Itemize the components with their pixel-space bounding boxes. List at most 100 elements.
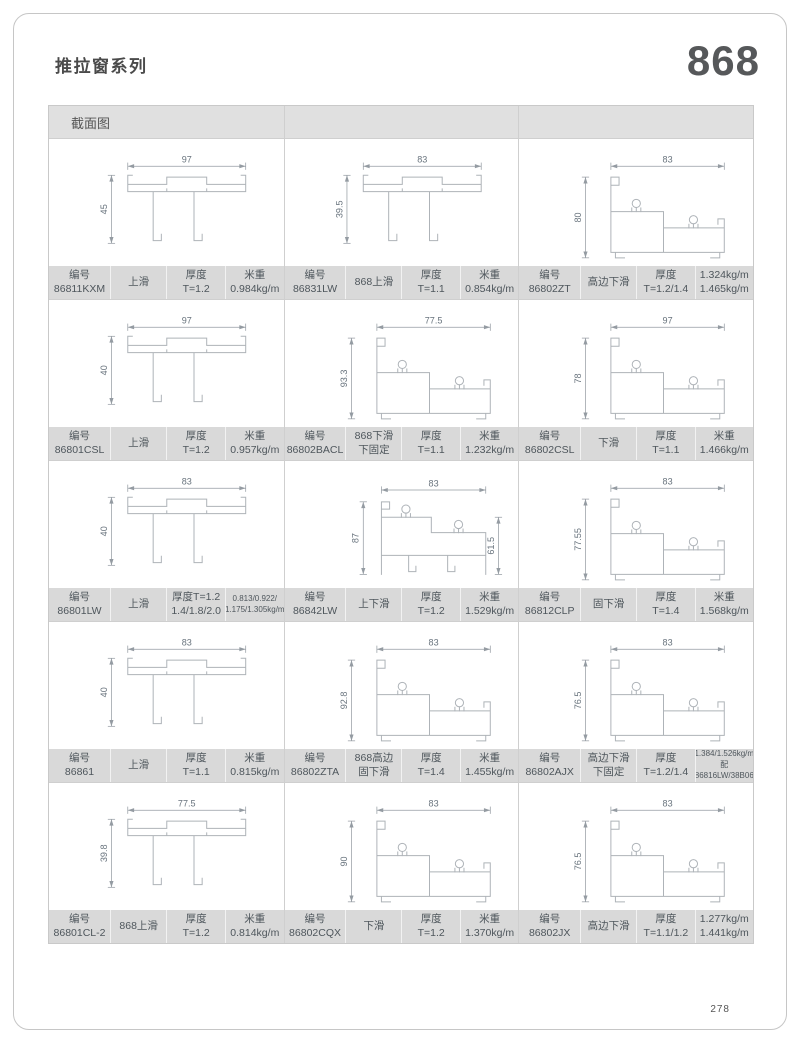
profile-cell: 83 90 编号 86802CQX 下滑 厚度 T=1.2 米重 1.370kg/m [283,782,519,943]
profile-weight-cell: 米重 0.854kg/m [459,266,518,299]
profile-info-row: 编号 86802CSL 下滑 厚度 T=1.1 米重 1.466kg/m [519,427,753,460]
svg-text:83: 83 [417,155,427,165]
profile-type-cell: 上滑 [110,749,166,782]
svg-text:77.55: 77.55 [573,528,583,551]
profile-code-cell: 编号 86802ZTA [290,751,340,778]
profile-diagram: 77.5 93.3 [284,300,519,427]
profile-type-cell: 868上滑 [110,910,166,943]
svg-text:61.5: 61.5 [486,537,496,555]
profile-info-row: 编号 86802JX 高边下滑 厚度 T=1.1/1.2 1.277kg/m 1.44… [519,910,753,943]
profile-diagram: 83 87 61.5 [284,461,519,588]
profile-cell: 83 40 编号 86801LW 上滑 厚度T=1.2 1.4/1.8/2.0 0.8… [49,460,284,621]
profile-type-cell: 下滑 [580,427,636,460]
profile-code-cell: 编号 86812CLP [524,590,575,617]
profile-type-cell: 上滑 [110,588,166,621]
profile-diagram: 83 90 [284,783,519,910]
profile-thickness-cell: 厚度 T=1.2/1.4 [636,749,694,782]
profile-weight-cell: 1.324kg/m 1.465kg/m [694,266,753,299]
header-cell-empty [518,106,753,138]
profile-info-row: 编号 86812CLP 固下滑 厚度 T=1.4 米重 1.568kg/m [519,588,753,621]
profile-diagram: 83 40 [49,622,284,749]
svg-text:40: 40 [99,526,109,536]
profile-diagram: 77.5 39.8 [49,783,284,910]
profile-cell: 77.5 93.3 编号 86802BACL 868下滑 下固定 厚度 T=1.1 米重… [283,299,519,460]
profile-code-cell: 编号 86802CQX [289,912,341,939]
svg-text:93.3: 93.3 [339,370,349,388]
profile-cell: 83 39.5 编号 86831LW 868上滑 厚度 T=1.1 米重 0.854kg… [283,138,519,299]
svg-text:90: 90 [339,856,349,866]
profile-thickness-cell: 厚度 T=1.1 [166,749,225,782]
profile-code-cell: 编号 86802JX [528,912,571,939]
svg-text:40: 40 [99,687,109,697]
section-title: 截面图 [71,115,111,131]
profile-info-row: 编号 86801LW 上滑 厚度T=1.2 1.4/1.8/2.0 0.813/0.… [49,588,284,621]
profile-weight-cell: 米重 1.466kg/m [694,427,753,460]
profile-cell: 97 45 编号 86811KXM 上滑 厚度 T=1.2 米重 0.984kg/m [49,138,284,299]
profile-type-cell: 高边下滑 下固定 [580,749,636,782]
profile-info-row: 编号 86802ZTA 868高边 固下滑 厚度 T=1.4 米重 1.455kg/m [284,749,519,782]
profile-weight-cell: 米重 0.984kg/m [224,266,284,299]
page-number: 278 [710,1004,730,1015]
profile-cell: 83 76.5 编号 86802AJX 高边下滑 下固定 厚度 T=1.2/1.4 1.… [518,621,753,782]
profile-thickness-cell: 厚度 T=1.2 [166,266,225,299]
profile-thickness-cell: 厚度 T=1.2 [401,588,459,621]
profile-thickness-cell: 厚度 T=1.1 [401,427,459,460]
profile-weight-cell: 1.277kg/m 1.441kg/m [694,910,753,943]
profile-type-cell: 高边下滑 [580,266,636,299]
profile-info-row: 编号 86811KXM 上滑 厚度 T=1.2 米重 0.984kg/m [49,266,284,299]
profile-code-cell: 编号 86802ZT [528,268,571,295]
profile-cell: 97 40 编号 86801CSL 上滑 厚度 T=1.2 米重 0.957kg/m [49,299,284,460]
profile-weight-cell: 米重 1.455kg/m [459,749,518,782]
profile-diagram: 83 80 [519,139,753,266]
svg-text:83: 83 [182,477,192,487]
profile-thickness-cell: 厚度 T=1.4 [401,749,459,782]
profile-info-row: 编号 86861 上滑 厚度 T=1.1 米重 0.815kg/m [49,749,284,782]
profile-weight-cell: 米重 1.232kg/m [459,427,518,460]
profile-cell: 83 76.5 编号 86802JX 高边下滑 厚度 T=1.1/1.2 1.277k… [518,782,753,943]
svg-text:76.5: 76.5 [573,692,583,710]
profile-cell: 83 92.8 编号 86802ZTA 868高边 固下滑 厚度 T=1.4 米重 1.4… [283,621,519,782]
svg-text:83: 83 [428,478,438,488]
profile-weight-cell: 米重 0.957kg/m [224,427,284,460]
profile-thickness-cell: 厚度 T=1.2 [166,427,225,460]
profile-type-cell: 868高边 固下滑 [345,749,401,782]
svg-text:39.8: 39.8 [99,844,109,862]
profile-thickness-cell: 厚度 T=1.2 [166,910,225,943]
series-number: 868 [686,37,760,84]
svg-text:83: 83 [663,155,673,165]
profile-info-row: 编号 86802BACL 868下滑 下固定 厚度 T=1.1 米重 1.232kg/m [284,427,519,460]
profile-type-cell: 868上滑 [345,266,401,299]
profile-type-cell: 高边下滑 [580,910,636,943]
svg-text:83: 83 [663,799,673,809]
profile-cell: 83 80 编号 86802ZT 高边下滑 厚度 T=1.2/1.4 1.324kg/… [518,138,753,299]
svg-text:87: 87 [350,533,360,543]
svg-text:83: 83 [663,477,673,487]
profile-code-cell: 编号 86861 [64,751,95,778]
profile-info-row: 编号 86802ZT 高边下滑 厚度 T=1.2/1.4 1.324kg/m 1.46… [519,266,753,299]
profile-info-row: 编号 86842LW 上下滑 厚度 T=1.2 米重 1.529kg/m [284,588,519,621]
profile-thickness-cell: 厚度 T=1.2/1.4 [636,266,694,299]
profile-type-cell: 上下滑 [345,588,401,621]
profile-grid: 97 45 编号 86811KXM 上滑 厚度 T=1.2 米重 0.984kg/m 8… [49,138,753,943]
profile-weight-cell: 米重 1.370kg/m [459,910,518,943]
profile-info-row: 编号 86831LW 868上滑 厚度 T=1.1 米重 0.854kg/m [284,266,519,299]
series-title: 推拉窗系列 [55,57,148,76]
profile-diagram: 97 78 [519,300,753,427]
profile-thickness-cell: 厚度 T=1.1 [401,266,459,299]
profile-type-cell: 固下滑 [580,588,636,621]
profile-thickness-cell: 厚度 T=1.4 [636,588,694,621]
profile-weight-cell: 米重 0.814kg/m [224,910,284,943]
svg-text:83: 83 [182,638,192,648]
profile-diagram: 83 76.5 [519,783,753,910]
profile-thickness-cell: 厚度 T=1.2 [401,910,459,943]
profile-diagram: 83 77.55 [519,461,753,588]
profile-cell: 97 78 编号 86802CSL 下滑 厚度 T=1.1 米重 1.466kg/m [518,299,753,460]
profile-code-cell: 编号 86802CSL [524,429,575,456]
profile-info-row: 编号 86801CL-2 868上滑 厚度 T=1.2 米重 0.814kg/m [49,910,284,943]
svg-text:78: 78 [573,373,583,383]
profile-code-cell: 编号 86801CSL [54,429,105,456]
profile-weight-cell: 1.384/1.526kg/m 配86816LW/38B06 [694,749,753,782]
profile-cell: 83 77.55 编号 86812CLP 固下滑 厚度 T=1.4 米重 1.568kg… [518,460,753,621]
svg-text:97: 97 [182,155,192,165]
